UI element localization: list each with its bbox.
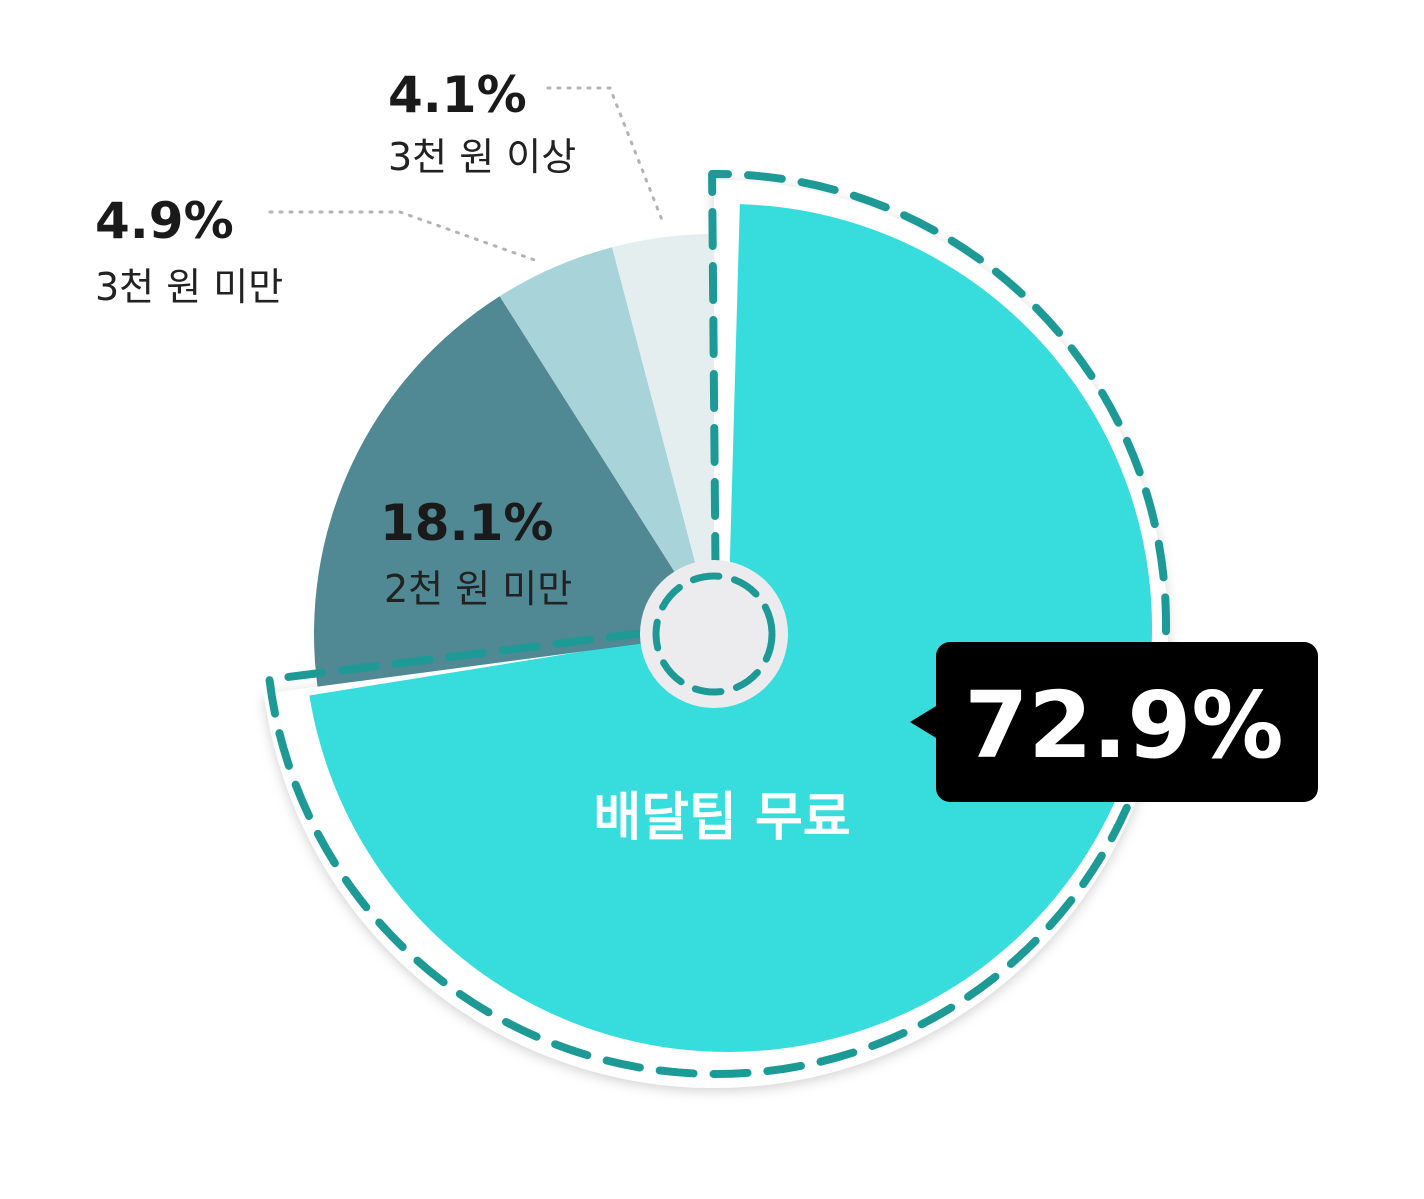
slice-free-delivery-dashed-outline [265,170,1170,1078]
pie-center-hole [640,560,788,708]
slice-category-label-under-3000: 3천 원 미만 [95,265,283,309]
slice-category-label-over-3000: 3천 원 이상 [388,135,576,179]
leader-line-over-3000 [546,86,664,222]
highlight-outline [265,170,1170,1078]
leader-line-under-3000 [268,210,542,264]
slice-under-2000 [314,296,714,687]
slice-category-label-under-2000: 2천 원 미만 [384,567,572,611]
slice-category-label-free-delivery: 배달팁 무료 [593,788,850,848]
slice-under-3000 [499,247,714,634]
slice-value-label-under-2000: 18.1% [380,494,553,552]
pie-center-dashed-ring [652,572,776,696]
callout-value-label: 72.9% [964,672,1283,779]
callout-box [936,642,1318,802]
slice-value-label-under-3000: 4.9% [95,192,234,250]
slice-value-label-over-3000: 4.1% [388,66,527,124]
slice-over-3000 [612,234,714,634]
